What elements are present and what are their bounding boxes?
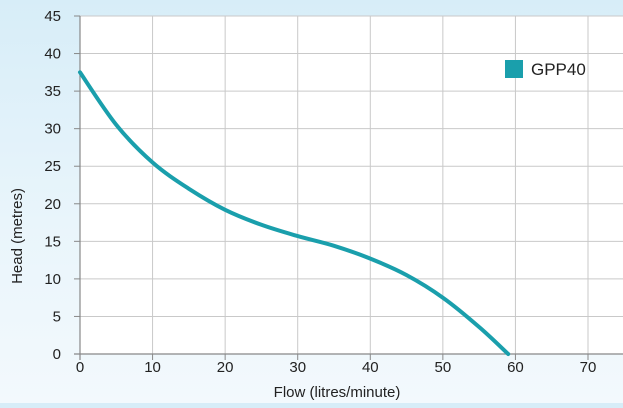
- series-line-gpp40: [78, 70, 511, 356]
- y-axis-title: Head (metres): [9, 188, 26, 284]
- axes: [74, 15, 623, 360]
- x-tick-label: 50: [435, 359, 452, 376]
- y-tick-label: 5: [53, 308, 61, 325]
- y-tick-label: 10: [44, 271, 61, 288]
- tick-labels: 0 5 10 15 20 25 30 35 40 45 0 10 20 30 40 50 60 70: [44, 8, 596, 376]
- y-tick-label: 40: [44, 46, 61, 63]
- legend: GPP40: [505, 60, 586, 79]
- y-tick-label: 35: [44, 83, 61, 100]
- plot-background: [80, 16, 623, 354]
- legend-swatch: [505, 60, 523, 78]
- x-tick-label: 70: [580, 359, 597, 376]
- y-tick-label: 15: [44, 233, 61, 250]
- x-axis-title: Flow (litres/minute): [274, 384, 401, 401]
- y-tick-label: 45: [44, 8, 61, 25]
- x-tick-label: 30: [289, 359, 306, 376]
- y-tick-label: 20: [44, 196, 61, 213]
- x-tick-label: 10: [144, 359, 161, 376]
- x-tick-label: 20: [217, 359, 234, 376]
- x-tick-label: 40: [362, 359, 379, 376]
- y-tick-label: 0: [53, 346, 61, 363]
- x-tick-label: 60: [507, 359, 524, 376]
- legend-label: GPP40: [531, 60, 586, 79]
- y-tick-label: 30: [44, 121, 61, 138]
- grid: [80, 15, 623, 354]
- series-layer: [78, 70, 511, 356]
- y-tick-label: 25: [44, 158, 61, 175]
- x-tick-label: 0: [76, 359, 84, 376]
